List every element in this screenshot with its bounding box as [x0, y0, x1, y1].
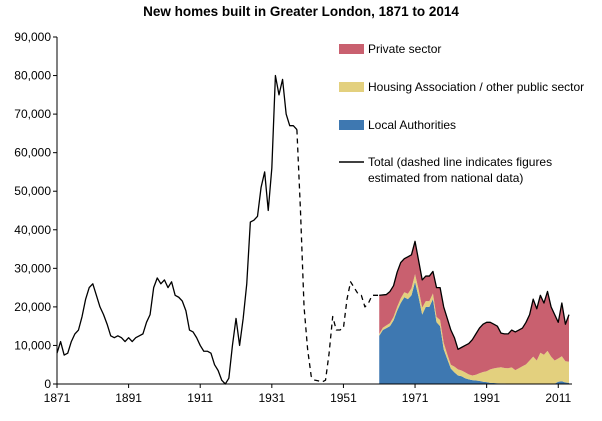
stacked-areas [379, 241, 569, 384]
x-tick-label: 1931 [258, 391, 285, 405]
y-tick-label: 0 [44, 377, 51, 391]
chart-title: New homes built in Greater London, 1871 … [143, 4, 459, 19]
legend-label: Local Authorities [368, 118, 456, 132]
y-tick-label: 40,000 [14, 223, 51, 237]
total-line-dashed [296, 129, 380, 383]
x-tick-label: 2011 [545, 391, 571, 405]
x-tick-label: 1951 [330, 391, 357, 405]
legend-swatch [339, 82, 364, 92]
y-tick-label: 80,000 [14, 69, 51, 83]
x-tick-label: 1911 [187, 391, 213, 405]
y-tick-label: 50,000 [14, 184, 51, 198]
legend: Private sector Housing Association / othe… [339, 42, 584, 185]
x-tick-label: 1891 [115, 391, 142, 405]
y-tick-label: 20,000 [14, 300, 51, 314]
legend-label: Total (dashed line indicates figures [368, 155, 552, 169]
legend-swatch [339, 120, 364, 130]
legend-label-line2: estimated from national data) [368, 171, 523, 185]
axes: 0 10,000 20,000 30,000 40,000 50,000 60,000 70,… [14, 30, 572, 405]
y-tick-label: 30,000 [14, 261, 51, 275]
y-tick-label: 90,000 [14, 30, 51, 44]
total-line-solid-1 [56, 74, 298, 385]
x-tick-label: 1991 [473, 391, 500, 405]
legend-label: Private sector [368, 42, 441, 56]
area-series-2 [379, 241, 569, 376]
x-tick-label: 1871 [44, 391, 71, 405]
y-tick-label: 60,000 [14, 146, 51, 160]
total-line [56, 74, 570, 385]
area-series-1 [379, 274, 569, 384]
x-tick-label: 1971 [402, 391, 429, 405]
total-line-solid-2 [379, 240, 570, 350]
area-series-0 [379, 281, 569, 384]
y-tick-label: 10,000 [14, 338, 51, 352]
y-tick-label: 70,000 [14, 107, 51, 121]
legend-swatch [339, 44, 364, 54]
legend-label: Housing Association / other public secto… [368, 80, 584, 94]
